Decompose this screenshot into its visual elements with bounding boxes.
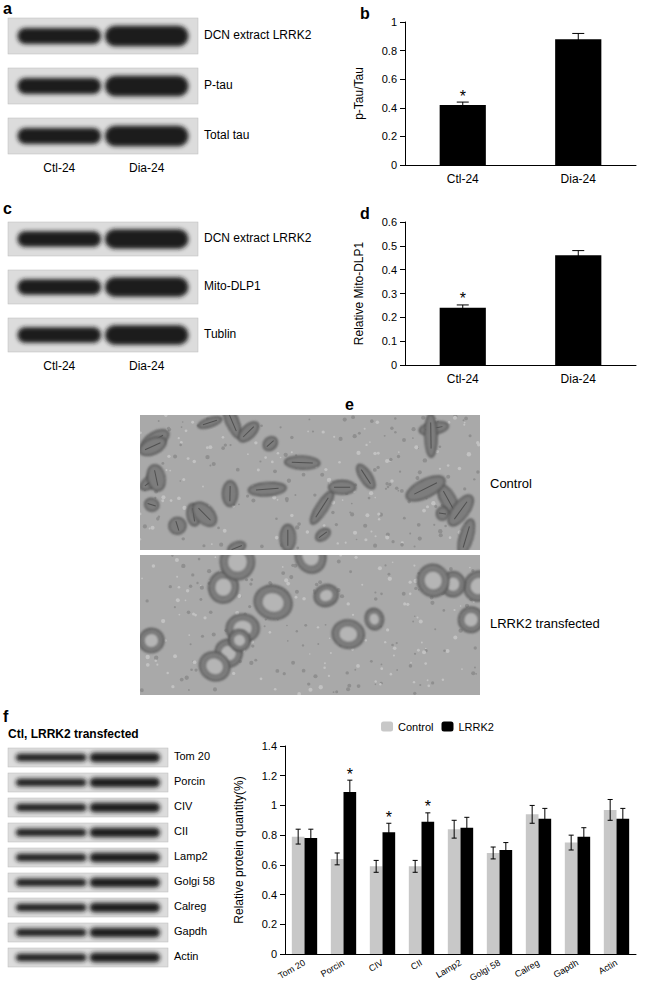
svg-text:0.6: 0.6 [262,859,277,871]
svg-text:LRRK2 transfected: LRRK2 transfected [490,616,600,631]
svg-text:b: b [360,5,370,22]
svg-text:Actin: Actin [174,950,198,962]
svg-text:DCN extract LRRK2: DCN extract LRRK2 [204,28,312,42]
svg-text:Mito-DLP1: Mito-DLP1 [204,279,261,293]
svg-text:0.8: 0.8 [382,45,397,57]
svg-text:CIV: CIV [174,800,193,812]
svg-text:P-tau: P-tau [204,78,233,92]
svg-text:CII: CII [409,958,424,972]
svg-text:Gapdh: Gapdh [174,925,207,937]
svg-text:0.2: 0.2 [382,130,397,142]
svg-text:Ctl-24: Ctl-24 [447,372,479,386]
svg-text:0.4: 0.4 [262,889,277,901]
svg-text:Calreg: Calreg [174,900,206,912]
svg-text:0.4: 0.4 [382,264,397,276]
svg-text:*: * [386,809,392,826]
svg-text:0.5: 0.5 [382,240,397,252]
svg-text:p-Tau/Tau: p-Tau/Tau [352,67,366,120]
svg-text:0.8: 0.8 [262,829,277,841]
svg-text:1.2: 1.2 [262,770,277,782]
svg-text:Lamp2: Lamp2 [174,850,208,862]
svg-text:Dia-24: Dia-24 [129,161,165,175]
svg-text:Ctl-24: Ctl-24 [447,172,479,186]
svg-text:Golgi 58: Golgi 58 [174,875,215,887]
svg-text:Control: Control [490,476,532,491]
svg-text:Golgi 58: Golgi 58 [468,958,502,983]
svg-text:0.3: 0.3 [382,288,397,300]
svg-text:0: 0 [271,948,277,960]
svg-text:DCN extract LRRK2: DCN extract LRRK2 [204,231,312,245]
svg-text:f: f [3,708,9,725]
svg-text:Relative Mito-DLP1: Relative Mito-DLP1 [352,241,366,345]
svg-text:*: * [425,798,431,815]
svg-text:Ctl-24: Ctl-24 [43,161,75,175]
svg-text:e: e [345,396,354,413]
svg-text:Lamp2: Lamp2 [434,958,463,980]
svg-text:Tublin: Tublin [204,327,236,341]
svg-text:Actin: Actin [597,958,619,977]
svg-text:LRRK2: LRRK2 [459,721,494,733]
svg-text:Relative protein quantity(%): Relative protein quantity(%) [232,776,246,923]
svg-text:1: 1 [391,16,397,28]
svg-text:d: d [360,205,370,222]
svg-text:Porcin: Porcin [319,958,346,979]
svg-text:Ctl, LRRK2 transfected: Ctl, LRRK2 transfected [8,727,139,741]
svg-text:*: * [347,766,353,783]
svg-text:1.4: 1.4 [262,740,277,752]
svg-text:0.4: 0.4 [382,102,397,114]
svg-text:Ctl-24: Ctl-24 [43,359,75,373]
svg-text:Porcin: Porcin [174,775,205,787]
svg-text:a: a [3,0,12,17]
svg-text:*: * [460,88,466,105]
svg-text:Dia-24: Dia-24 [129,359,165,373]
svg-text:Tom 20: Tom 20 [174,750,210,762]
svg-text:0: 0 [391,359,397,371]
svg-text:Control: Control [398,721,433,733]
svg-text:1: 1 [271,799,277,811]
svg-text:0.6: 0.6 [382,216,397,228]
svg-text:0.6: 0.6 [382,73,397,85]
svg-text:0.2: 0.2 [262,918,277,930]
svg-text:Gapdh: Gapdh [552,958,580,980]
svg-text:Dia-24: Dia-24 [561,372,597,386]
svg-text:Total tau: Total tau [204,128,249,142]
svg-text:CII: CII [174,825,188,837]
svg-text:0.2: 0.2 [382,311,397,323]
svg-text:*: * [460,290,466,307]
svg-text:CIV: CIV [367,958,385,974]
svg-text:Calreg: Calreg [513,958,541,980]
svg-text:0.1: 0.1 [382,335,397,347]
svg-text:0: 0 [391,159,397,171]
svg-text:c: c [3,200,12,217]
svg-text:Dia-24: Dia-24 [561,172,597,186]
svg-text:Tom 20: Tom 20 [276,958,307,981]
